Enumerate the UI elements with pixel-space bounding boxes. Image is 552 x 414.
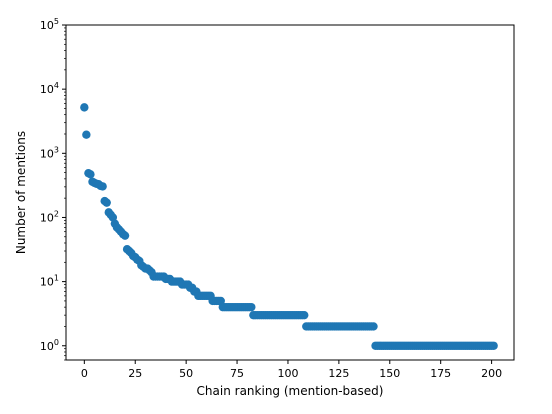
y-axis-label: Number of mentions <box>14 131 28 254</box>
x-tick-label: 175 <box>430 367 451 380</box>
data-point <box>369 322 378 331</box>
x-axis-label: Chain ranking (mention-based) <box>197 384 384 398</box>
x-tick-label: 125 <box>328 367 349 380</box>
data-point <box>98 182 107 191</box>
y-tick-label: 103 <box>40 145 59 160</box>
y-tick-label: 105 <box>40 17 59 32</box>
x-tick-label: 0 <box>81 367 88 380</box>
data-point <box>300 310 309 320</box>
x-tick-label: 25 <box>128 367 142 380</box>
y-tick-label: 101 <box>40 274 59 289</box>
data-point <box>120 231 130 240</box>
data-point <box>86 170 95 179</box>
data-point <box>82 130 91 139</box>
data-point <box>247 302 256 312</box>
data-point <box>80 103 89 112</box>
x-tick-label: 50 <box>179 367 193 380</box>
x-tick-label: 100 <box>277 367 298 380</box>
y-tick-label: 102 <box>40 209 59 224</box>
x-tick-label: 200 <box>481 367 502 380</box>
x-axis: 0 25 50 75 100 125 150 175 200 <box>81 360 502 380</box>
data-points <box>80 103 498 350</box>
x-tick-label: 150 <box>379 367 400 380</box>
data-point <box>102 198 111 207</box>
x-tick-label: 75 <box>230 367 244 380</box>
y-tick-label: 100 <box>40 338 59 353</box>
plot-frame <box>65 24 515 361</box>
y-axis: 100 101 102 103 104 105 <box>40 17 66 361</box>
data-point <box>489 341 498 350</box>
y-tick-label: 104 <box>40 81 59 96</box>
